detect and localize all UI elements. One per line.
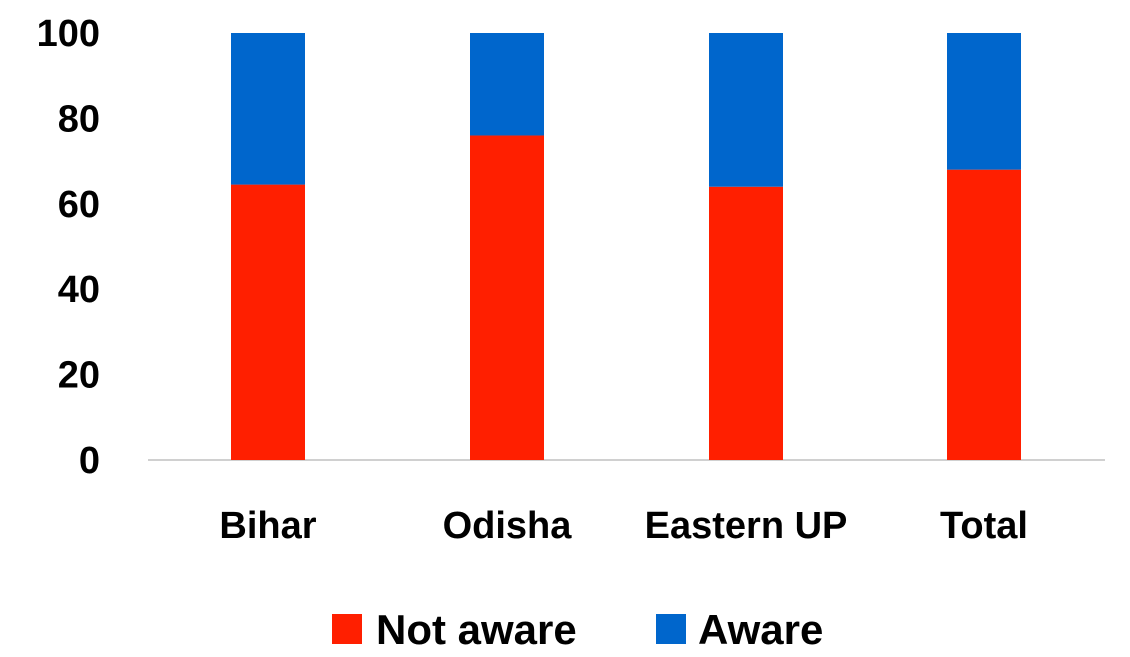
bar-odisha-not-aware [470,135,544,461]
y-tick-label-20: 20 [58,355,100,397]
legend-label-aware: Aware [698,606,823,653]
category-label-eastern-up: Eastern UP [645,505,848,547]
bar-total-not-aware [947,169,1021,460]
bar-eastern-up-aware [709,33,783,187]
bar-eastern-up-not-aware [709,186,783,460]
bar-odisha-aware [470,33,544,136]
category-labels: Bihar Odisha Eastern UP Total [219,505,1028,547]
legend-label-not-aware: Not aware [376,606,577,653]
bars [231,33,1021,461]
bar-bihar-not-aware [231,184,305,460]
y-axis-tick-labels: 0 20 40 60 80 100 [37,13,100,482]
y-tick-label-40: 40 [58,269,100,311]
bar-bihar-aware [231,33,305,185]
y-tick-label-80: 80 [58,98,100,140]
legend-swatch-aware [656,614,686,644]
y-tick-label-100: 100 [37,13,100,55]
y-tick-label-60: 60 [58,184,100,226]
category-label-bihar: Bihar [219,505,316,547]
y-tick-label-0: 0 [79,440,100,482]
category-label-total: Total [940,505,1028,547]
bar-total-aware [947,33,1021,170]
legend-swatch-not-aware [332,614,362,644]
legend: Not aware Aware [332,606,823,653]
category-label-odisha: Odisha [443,505,573,547]
